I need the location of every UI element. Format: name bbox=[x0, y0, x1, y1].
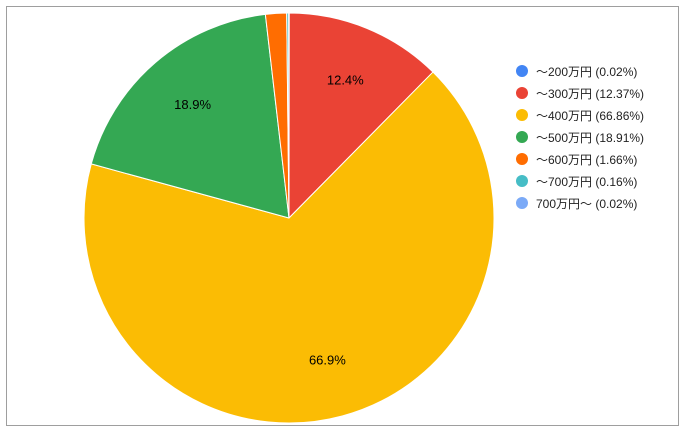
pie-slice-1 bbox=[288, 12, 434, 219]
legend-item-300: 〜300万円 (12.37%) bbox=[516, 82, 644, 104]
legend-swatch-300 bbox=[516, 87, 528, 99]
slice-data-label-3: 18.9% bbox=[174, 97, 211, 112]
legend-swatch-600 bbox=[516, 153, 528, 165]
legend-item-500: 〜500万円 (18.91%) bbox=[516, 126, 644, 148]
legend-label-200: 〜200万円 (0.02%) bbox=[536, 64, 638, 79]
legend-swatch-500 bbox=[516, 131, 528, 143]
legend-swatch-700 bbox=[516, 175, 528, 187]
legend-item-700: 〜700万円 (0.16%) bbox=[516, 170, 644, 192]
legend-item-700-plus: 700万円〜 (0.02%) bbox=[516, 192, 644, 214]
pie-chart: 12.4% 66.9% 18.9% bbox=[83, 12, 495, 424]
chart-legend: 〜200万円 (0.02%) 〜300万円 (12.37%) 〜400万円 (6… bbox=[516, 60, 644, 214]
pie-slice-3 bbox=[90, 13, 290, 219]
slice-data-label-2: 66.9% bbox=[309, 352, 346, 367]
legend-label-400: 〜400万円 (66.86%) bbox=[536, 108, 645, 123]
legend-label-700-plus: 700万円〜 (0.02%) bbox=[536, 196, 638, 211]
legend-item-600: 〜600万円 (1.66%) bbox=[516, 148, 644, 170]
legend-label-600: 〜600万円 (1.66%) bbox=[536, 152, 638, 167]
pie-slice-2 bbox=[83, 71, 495, 424]
legend-swatch-400 bbox=[516, 109, 528, 121]
slice-data-label-1: 12.4% bbox=[327, 73, 364, 88]
legend-label-500: 〜500万円 (18.91%) bbox=[536, 130, 645, 145]
legend-item-200: 〜200万円 (0.02%) bbox=[516, 60, 644, 82]
legend-swatch-700-plus bbox=[516, 197, 528, 209]
legend-label-700: 〜700万円 (0.16%) bbox=[536, 174, 638, 189]
legend-item-400: 〜400万円 (66.86%) bbox=[516, 104, 644, 126]
legend-swatch-200 bbox=[516, 65, 528, 77]
legend-label-300: 〜300万円 (12.37%) bbox=[536, 86, 645, 101]
chart-frame: 12.4% 66.9% 18.9% 〜200万円 (0.02%) 〜300万円 (1… bbox=[6, 6, 679, 426]
